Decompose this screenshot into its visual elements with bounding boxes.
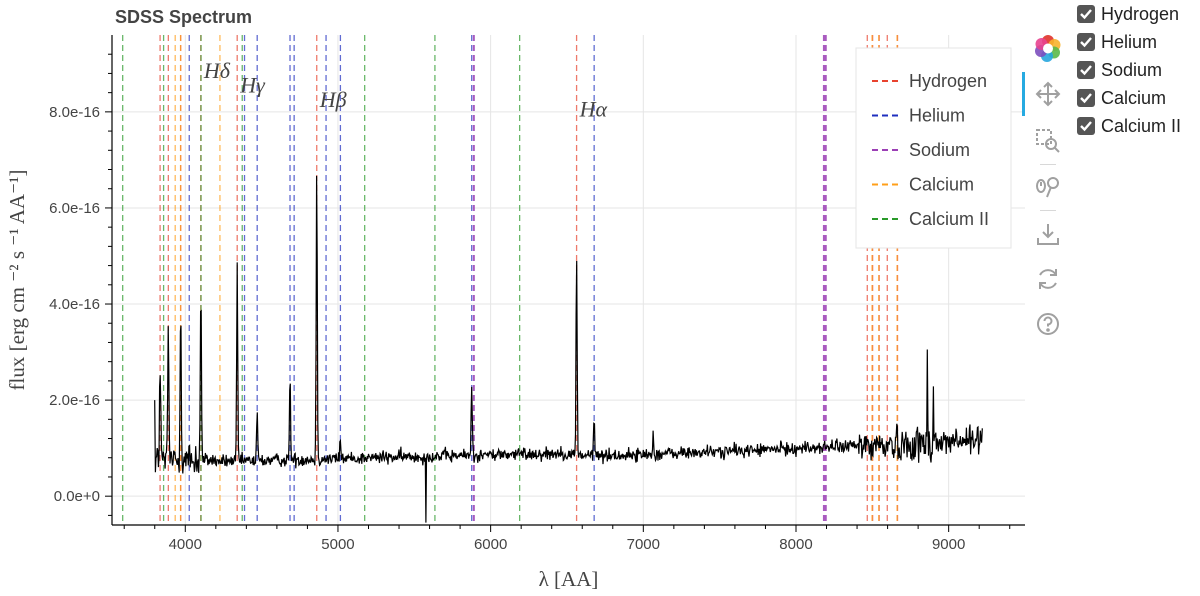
bokeh-logo-icon[interactable] bbox=[1030, 30, 1066, 66]
save-icon[interactable] bbox=[1030, 216, 1066, 252]
checkbox-calcium[interactable]: Calcium bbox=[1077, 84, 1181, 112]
line-labels: Hδ Hγ Hβ Hα bbox=[203, 58, 608, 121]
checkmark-icon[interactable] bbox=[1077, 33, 1095, 51]
checkbox-label: Hydrogen bbox=[1101, 3, 1180, 24]
legend-item-calcium-ii: Calcium II bbox=[872, 209, 989, 229]
x-tick-label: 4000 bbox=[169, 536, 202, 553]
x-tick-label: 7000 bbox=[627, 536, 660, 553]
x-tick-label: 8000 bbox=[779, 536, 812, 553]
box-zoom-icon[interactable] bbox=[1030, 123, 1066, 159]
legend-label: Helium bbox=[909, 106, 965, 126]
line-label-2: Hβ bbox=[319, 87, 347, 112]
spectrum-chart[interactable]: SDSS Spectrum Hδ Hγ Hβ Hα 4000 5000 6000 7000 8… bbox=[0, 0, 1030, 596]
help-icon[interactable] bbox=[1030, 306, 1066, 342]
y-tick-label: 2.0e-16 bbox=[49, 392, 100, 409]
x-tick-label: 9000 bbox=[932, 536, 965, 553]
checkmark-icon[interactable] bbox=[1077, 5, 1095, 23]
legend-item-helium: Helium bbox=[872, 106, 965, 126]
checkbox-label: Sodium bbox=[1101, 59, 1163, 80]
x-axis-label: λ [AA] bbox=[539, 567, 599, 591]
ticks: 4000 5000 6000 7000 8000 9000 0.0e+0 2.0e-16 4.0… bbox=[49, 53, 1011, 553]
legend-label: Hydrogen bbox=[909, 71, 987, 91]
toolbar-divider bbox=[1040, 210, 1056, 211]
checkbox-label: Calcium II bbox=[1101, 115, 1182, 136]
legend-item-calcium: Calcium bbox=[872, 175, 974, 195]
pan-icon[interactable] bbox=[1030, 76, 1066, 112]
checkmark-icon[interactable] bbox=[1077, 89, 1095, 107]
line-label-1: Hγ bbox=[239, 73, 266, 98]
checkmark-icon[interactable] bbox=[1077, 61, 1095, 79]
y-tick-label: 6.0e-16 bbox=[49, 200, 100, 217]
line-label-3: Hα bbox=[579, 97, 608, 122]
x-tick-label: 6000 bbox=[474, 536, 507, 553]
spectrum-series-line bbox=[154, 175, 983, 523]
y-axis-label: flux [erg cm ⁻² s ⁻¹ AA⁻¹] bbox=[5, 170, 29, 391]
y-tick-label: 8.0e-16 bbox=[49, 104, 100, 121]
checkbox-hydrogen[interactable]: Hydrogen bbox=[1077, 0, 1181, 28]
legend-box bbox=[855, 47, 1012, 249]
axes bbox=[111, 35, 1025, 526]
legend-label: Calcium bbox=[909, 175, 974, 195]
checkbox-label: Calcium bbox=[1101, 87, 1167, 108]
legend-label: Calcium II bbox=[909, 209, 989, 229]
checkmark-icon[interactable] bbox=[1077, 117, 1095, 135]
checkbox-sodium[interactable]: Sodium bbox=[1077, 56, 1181, 84]
checkbox-label: Helium bbox=[1101, 31, 1158, 52]
x-tick-label: 5000 bbox=[321, 536, 354, 553]
wheel-zoom-icon[interactable] bbox=[1030, 168, 1066, 204]
active-tool-indicator bbox=[1022, 72, 1025, 116]
y-tick-label: 0.0e+0 bbox=[54, 488, 100, 505]
legend-item-hydrogen: Hydrogen bbox=[872, 71, 987, 91]
legend-item-sodium: Sodium bbox=[872, 140, 970, 160]
legend-label: Sodium bbox=[909, 140, 970, 160]
chart-title: SDSS Spectrum bbox=[115, 7, 252, 27]
checkbox-calcium-ii[interactable]: Calcium II bbox=[1077, 112, 1181, 140]
y-tick-label: 4.0e-16 bbox=[49, 296, 100, 313]
line-label-0: Hδ bbox=[203, 58, 231, 83]
checkbox-helium[interactable]: Helium bbox=[1077, 28, 1181, 56]
line-group-checkboxes: Hydrogen Helium Sodium Calcium Calcium II bbox=[1077, 0, 1181, 140]
reset-icon[interactable] bbox=[1030, 261, 1066, 297]
toolbar-divider bbox=[1040, 164, 1056, 165]
legend[interactable]: Hydrogen Helium Sodium Calcium Calcium II bbox=[855, 47, 1012, 249]
